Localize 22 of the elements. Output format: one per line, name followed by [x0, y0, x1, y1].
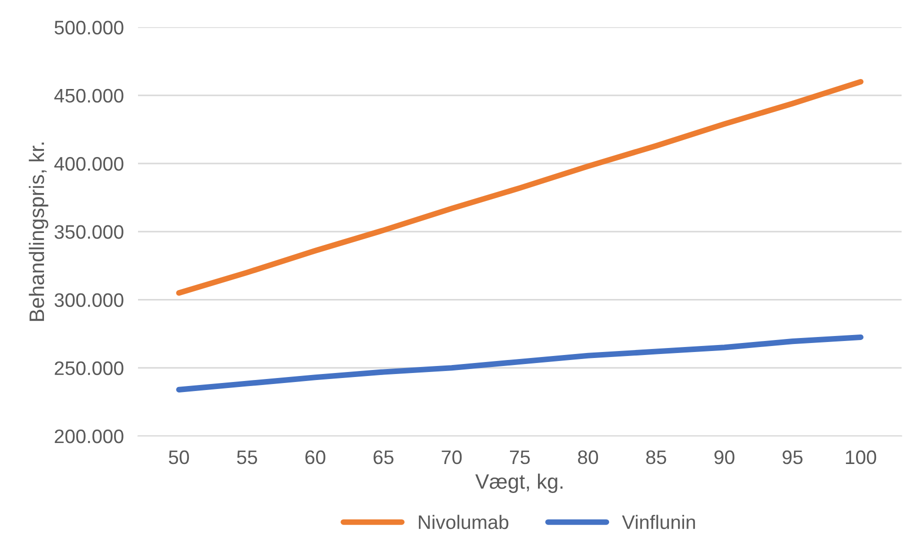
- x-tick-label: 100: [846, 450, 876, 464]
- x-tick-label: 75: [510, 450, 530, 464]
- y-tick-label: 200.000: [54, 429, 124, 444]
- y-axis-title: Behandlingspris, kr.: [28, 142, 48, 321]
- y-tick-label: 350.000: [54, 225, 124, 239]
- x-tick-label: 55: [237, 450, 258, 464]
- y-tick-label: 400.000: [54, 156, 124, 171]
- x-tick-label: 50: [168, 450, 189, 464]
- x-tick-label: 65: [374, 450, 394, 464]
- legend-label: Nivolumab: [418, 514, 508, 530]
- x-tick-label: 90: [714, 450, 734, 464]
- y-tick-label: 500.000: [54, 20, 124, 34]
- y-tick-label: 450.000: [54, 88, 124, 103]
- x-axis-title: Vægt, kg.: [475, 474, 562, 493]
- y-tick-label: 250.000: [54, 361, 124, 376]
- x-tick-label: 60: [305, 450, 326, 464]
- x-tick-label: 80: [578, 450, 598, 464]
- x-tick-label: 95: [782, 450, 803, 464]
- x-tick-label: 70: [442, 450, 462, 464]
- legend-label: Vinflunin: [622, 514, 695, 530]
- x-tick-label: 85: [646, 450, 666, 464]
- y-tick-label: 300.000: [54, 293, 124, 307]
